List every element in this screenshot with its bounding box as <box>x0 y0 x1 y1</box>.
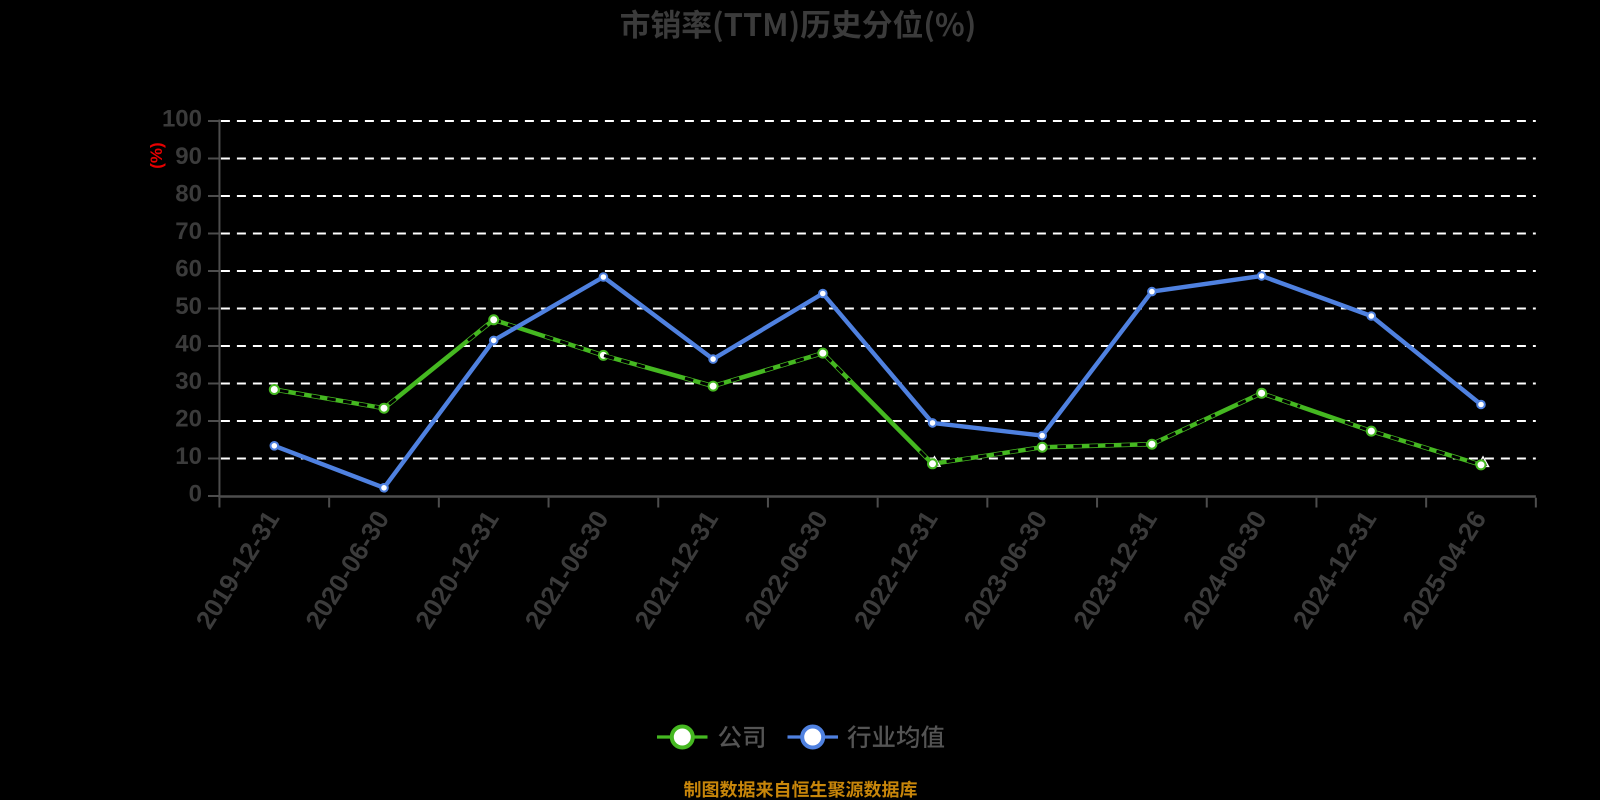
svg-text:100: 100 <box>162 106 202 133</box>
svg-text:(%): (%) <box>147 142 166 168</box>
svg-text:50: 50 <box>175 293 202 320</box>
svg-text:80: 80 <box>175 181 202 208</box>
svg-text:70: 70 <box>175 218 202 245</box>
svg-text:30: 30 <box>175 368 202 395</box>
svg-text:0: 0 <box>189 481 202 508</box>
svg-text:60: 60 <box>175 256 202 283</box>
svg-text:20: 20 <box>175 406 202 433</box>
svg-text:10: 10 <box>175 443 202 470</box>
svg-text:40: 40 <box>175 331 202 358</box>
svg-text:90: 90 <box>175 143 202 170</box>
